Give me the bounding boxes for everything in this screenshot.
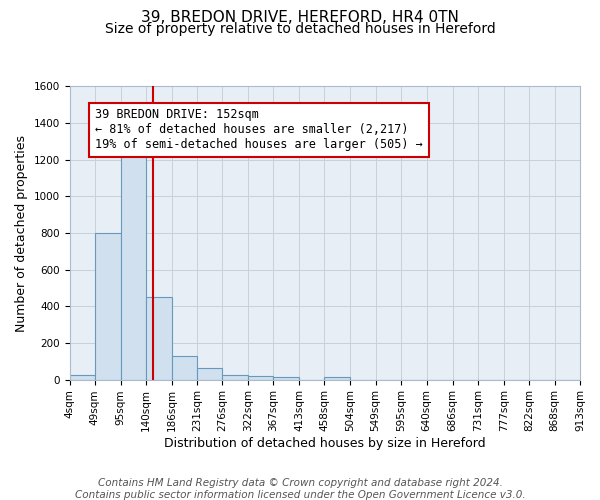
Bar — [172, 356, 197, 380]
X-axis label: Distribution of detached houses by size in Hereford: Distribution of detached houses by size … — [164, 437, 485, 450]
Text: Contains HM Land Registry data © Crown copyright and database right 2024.
Contai: Contains HM Land Registry data © Crown c… — [74, 478, 526, 500]
Bar — [325, 377, 350, 380]
Text: 39, BREDON DRIVE, HEREFORD, HR4 0TN: 39, BREDON DRIVE, HEREFORD, HR4 0TN — [141, 10, 459, 25]
Text: Size of property relative to detached houses in Hereford: Size of property relative to detached ho… — [104, 22, 496, 36]
Bar — [197, 368, 222, 380]
Bar — [222, 375, 248, 380]
Bar — [146, 297, 172, 380]
Bar — [95, 233, 121, 380]
Bar — [121, 152, 146, 380]
Bar — [274, 377, 299, 380]
Y-axis label: Number of detached properties: Number of detached properties — [15, 134, 28, 332]
Bar — [70, 375, 95, 380]
Text: 39 BREDON DRIVE: 152sqm
← 81% of detached houses are smaller (2,217)
19% of semi: 39 BREDON DRIVE: 152sqm ← 81% of detache… — [95, 108, 423, 152]
Bar — [248, 376, 274, 380]
